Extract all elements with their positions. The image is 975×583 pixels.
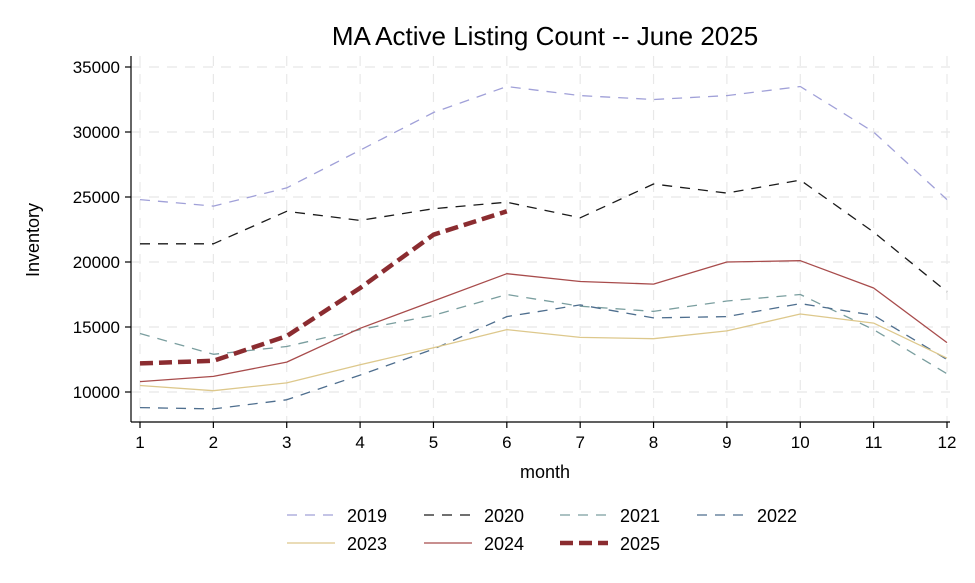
y-tick-label: 15000 bbox=[73, 318, 120, 337]
y-tick-label: 25000 bbox=[73, 188, 120, 207]
y-tick-label: 30000 bbox=[73, 123, 120, 142]
legend-label-2024: 2024 bbox=[484, 534, 524, 554]
series-line-2024 bbox=[139, 260, 948, 383]
grid-lines bbox=[131, 56, 950, 422]
x-tick-label: 10 bbox=[791, 433, 810, 452]
x-tick-label: 2 bbox=[209, 433, 218, 452]
x-tick-label: 1 bbox=[135, 433, 144, 452]
series-line-2023 bbox=[139, 313, 948, 392]
legend-label-2020: 2020 bbox=[484, 506, 524, 526]
series-lines bbox=[139, 85, 948, 410]
x-tick-label: 11 bbox=[865, 433, 883, 452]
x-tick-label: 6 bbox=[502, 433, 511, 452]
legend-label-2021: 2021 bbox=[620, 506, 660, 526]
legend-label-2025: 2025 bbox=[620, 534, 660, 554]
series-line-2021 bbox=[139, 293, 948, 375]
x-tick-label: 9 bbox=[722, 433, 731, 452]
chart-title: MA Active Listing Count -- June 2025 bbox=[332, 21, 758, 51]
y-tick-label: 10000 bbox=[73, 383, 120, 402]
x-tick-label: 5 bbox=[429, 433, 438, 452]
series-line-2022 bbox=[139, 302, 948, 410]
legend-label-2022: 2022 bbox=[757, 506, 797, 526]
x-tick-label: 7 bbox=[575, 433, 584, 452]
series-line-2025 bbox=[139, 209, 508, 366]
y-tick-label: 20000 bbox=[73, 253, 120, 272]
legend-label-2023: 2023 bbox=[347, 534, 387, 554]
x-tick-label: 8 bbox=[649, 433, 658, 452]
x-axis-title: month bbox=[520, 462, 570, 482]
legend-label-2019: 2019 bbox=[347, 506, 387, 526]
x-tick-label: 3 bbox=[282, 433, 291, 452]
legend: 2019 2020 2021 2022 2023 2024 2025 bbox=[287, 506, 797, 554]
y-tick-label: 35000 bbox=[73, 58, 120, 77]
x-tick-label: 12 bbox=[938, 433, 957, 452]
x-tick-label: 4 bbox=[355, 433, 364, 452]
y-axis-title: Inventory bbox=[23, 203, 43, 277]
